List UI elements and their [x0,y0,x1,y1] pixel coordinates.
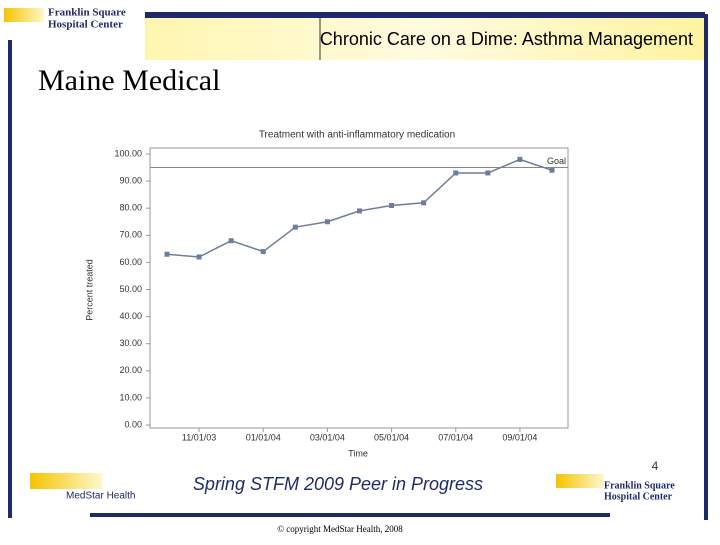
y-tick-label: 90.00 [119,175,142,185]
data-point [357,208,362,214]
header-band [145,12,705,60]
data-point [196,254,202,260]
y-tick-label: 70.00 [119,230,142,240]
y-tick-label: 10.00 [119,392,142,402]
logo-mark [556,474,604,488]
data-point [164,251,170,257]
right-rule [704,14,708,520]
x-tick-label: 07/01/04 [438,432,473,442]
slide-title: Maine Medical [38,64,220,97]
x-tick-label: 05/01/04 [374,432,409,442]
y-tick-label: 50.00 [119,284,142,294]
data-point [549,167,555,173]
logo-text: Franklin Square [604,480,675,491]
data-point [228,238,234,244]
page-number: 4 [652,459,659,473]
x-tick-label: 01/01/04 [246,432,281,442]
copyright: © copyright MedStar Health, 2008 [277,524,403,534]
data-point [389,202,395,208]
plot-frame [149,147,569,429]
logo-text: Franklin Square [48,7,126,19]
data-point [453,170,459,176]
header-rule [145,12,705,18]
goal-label: Goal [547,156,566,166]
y-tick-label: 30.00 [119,338,142,348]
data-point [421,200,427,206]
data-point [260,249,266,255]
logo-text: Hospital Center [604,491,673,502]
logo-text: Hospital Center [48,19,123,31]
medstar-text: MedStar Health [66,491,135,502]
y-tick-label: 0.00 [124,419,142,429]
x-tick-label: 03/01/04 [310,432,345,442]
x-tick-label: 09/01/04 [502,432,537,442]
data-point [292,224,298,230]
left-rule [8,40,12,518]
data-point [517,156,523,162]
chart-title: Treatment with anti-inflammatory medicat… [259,130,455,141]
y-tick-label: 20.00 [119,365,142,375]
x-axis-label: Time [348,448,368,458]
x-tick-label: 11/01/03 [182,432,216,442]
data-point [485,170,491,176]
medstar-mark [30,473,102,489]
header-title: Chronic Care on a Dime: Asthma Managemen… [320,29,693,49]
footer-text: Spring STFM 2009 Peer in Progress [193,474,483,494]
bottom-rule [90,513,610,517]
y-tick-label: 40.00 [119,311,142,321]
y-tick-label: 100.00 [114,148,142,158]
y-tick-label: 80.00 [119,203,142,213]
y-tick-label: 60.00 [119,257,142,267]
data-point [324,219,330,225]
y-axis-label: Percent treated [84,259,94,321]
logo-mark [4,8,44,22]
